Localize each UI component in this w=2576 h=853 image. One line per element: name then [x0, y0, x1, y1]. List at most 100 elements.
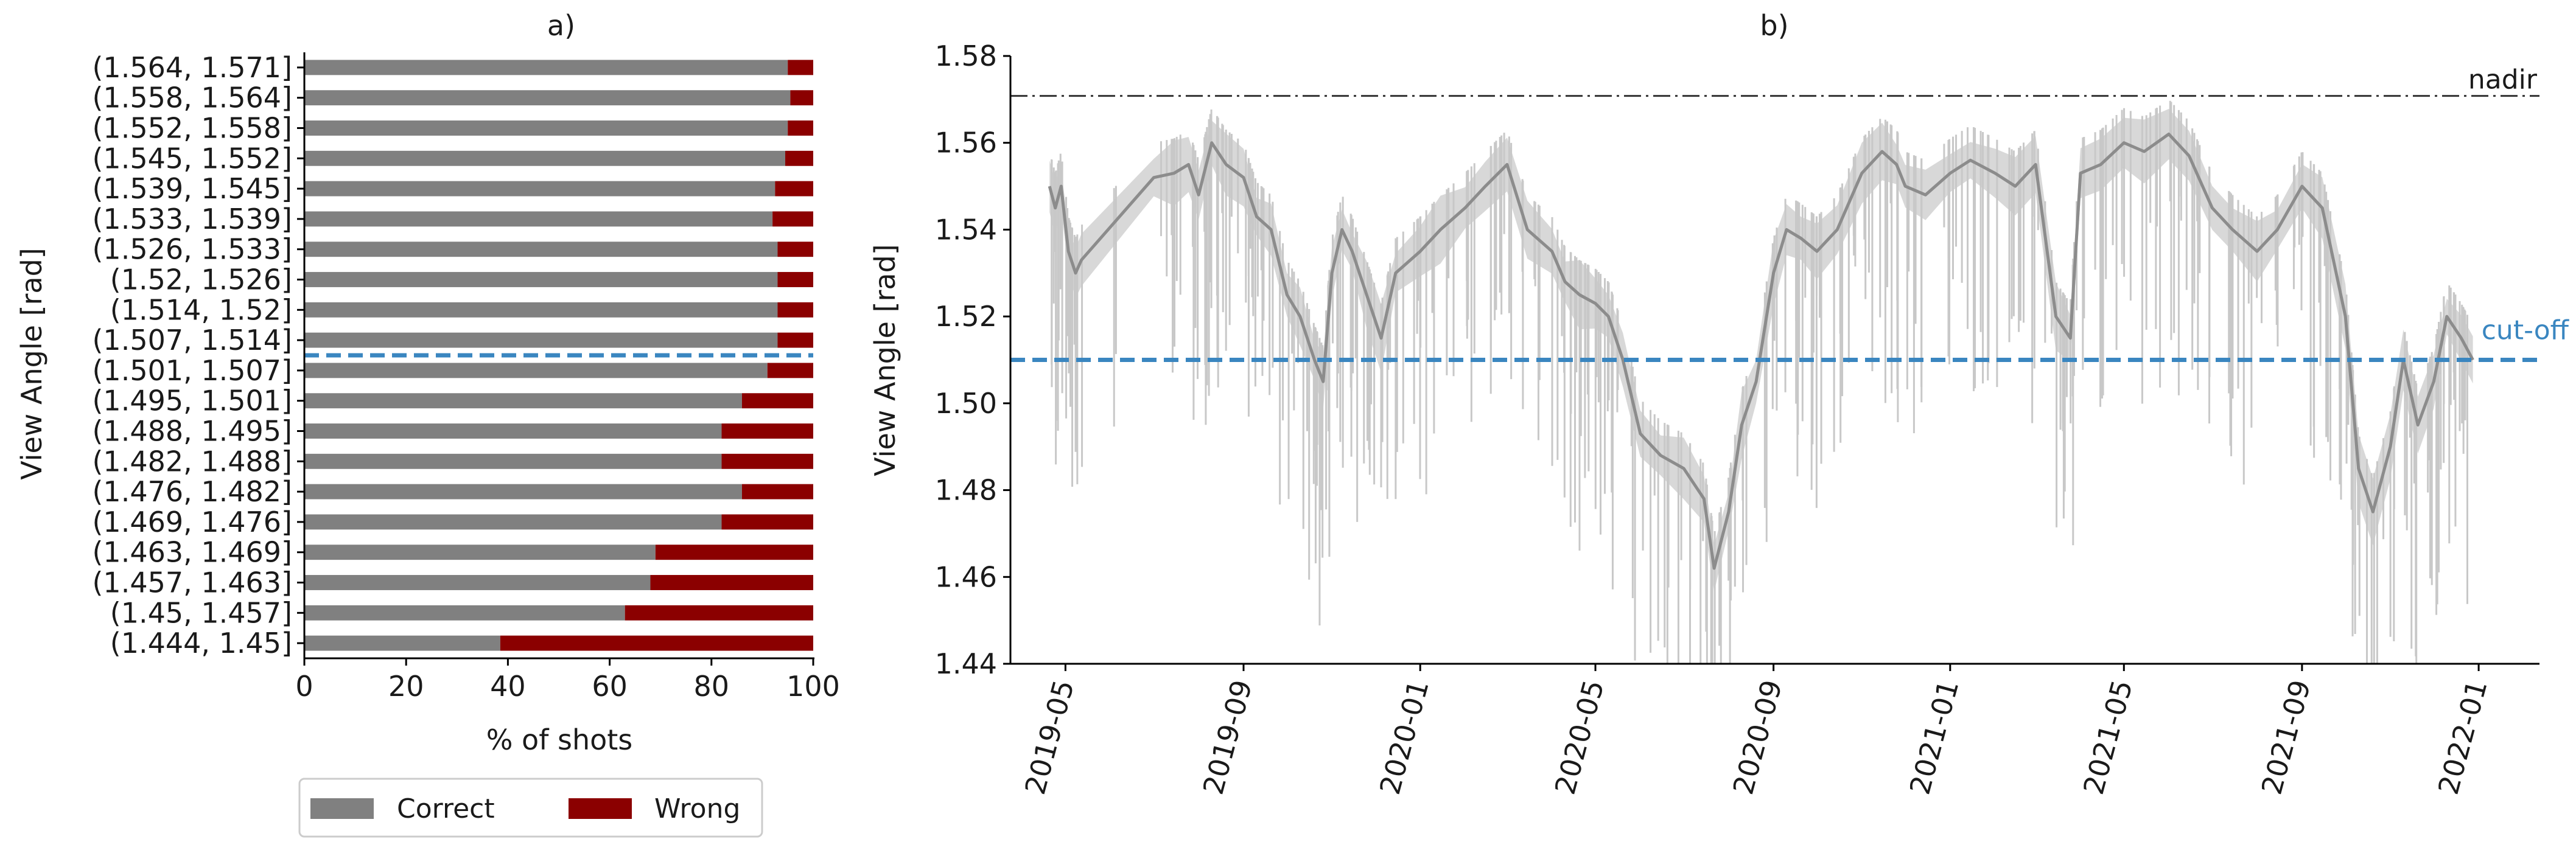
bar-wrong-3 — [785, 150, 813, 166]
bar-wrong-15 — [721, 514, 813, 530]
panel-b-x-ticks: 2019-05 2019-09 2020-01 2020-05 2020-09 2021-… — [1018, 664, 2494, 798]
bar-correct-15 — [304, 514, 722, 530]
category-label-15: (1.469, 1.476] — [92, 506, 292, 538]
bar-wrong-17 — [650, 575, 813, 590]
bar-wrong-5 — [772, 211, 813, 227]
bar-correct-3 — [304, 150, 786, 166]
y-tick-label-2: 1.48 — [935, 474, 997, 507]
panel-a-x-label: % of shots — [486, 723, 633, 756]
x-tick-label-7: 2021-09 — [2255, 677, 2317, 798]
bar-wrong-0 — [788, 60, 813, 75]
x-tick-label-0: 0 — [295, 670, 313, 703]
x-tick-label-3: 60 — [592, 670, 628, 703]
bar-correct-2 — [304, 120, 788, 136]
y-tick-label-3: 1.50 — [935, 387, 997, 420]
panel-a-y-label: View Angle [rad] — [15, 248, 48, 480]
x-tick-label-4: 80 — [694, 670, 730, 703]
panel-a: a) (1.564, 1.571](1.558, 1.564](1.552, 1… — [15, 9, 840, 838]
bar-wrong-6 — [777, 242, 813, 257]
bar-correct-1 — [304, 90, 791, 106]
bar-correct-14 — [304, 484, 742, 500]
category-label-5: (1.533, 1.539] — [92, 203, 292, 235]
x-tick-label-0: 2019-05 — [1018, 677, 1080, 798]
x-tick-label-4: 2020-09 — [1726, 677, 1788, 798]
bar-wrong-12 — [721, 423, 813, 439]
bar-correct-13 — [304, 453, 722, 469]
bar-correct-18 — [304, 605, 625, 621]
x-tick-label-2: 2020-01 — [1373, 677, 1435, 798]
x-tick-label-3: 2020-05 — [1549, 677, 1611, 798]
panel-a-bars — [304, 60, 813, 651]
category-label-16: (1.463, 1.469] — [92, 536, 292, 569]
bar-correct-19 — [304, 635, 500, 651]
y-tick-label-5: 1.54 — [935, 213, 997, 246]
bar-wrong-8 — [777, 302, 813, 318]
bar-correct-10 — [304, 363, 768, 378]
panel-b-title: b) — [1760, 9, 1788, 42]
y-tick-label-4: 1.52 — [935, 300, 997, 333]
category-label-4: (1.539, 1.545] — [92, 172, 292, 205]
category-label-1: (1.558, 1.564] — [92, 82, 292, 114]
bar-wrong-10 — [767, 363, 813, 378]
legend-frame — [298, 778, 763, 838]
bar-correct-4 — [304, 181, 775, 197]
x-tick-label-1: 2019-09 — [1197, 677, 1259, 798]
legend-label-correct: Correct — [397, 793, 495, 824]
bar-wrong-7 — [777, 272, 813, 287]
bar-wrong-19 — [500, 635, 813, 651]
bar-wrong-13 — [721, 453, 813, 469]
category-label-9: (1.507, 1.514] — [92, 324, 292, 357]
bar-correct-12 — [304, 423, 722, 439]
legend-swatch-wrong — [569, 798, 632, 819]
bar-correct-11 — [304, 393, 742, 409]
bar-wrong-16 — [655, 545, 813, 560]
x-tick-label-5: 100 — [786, 670, 840, 703]
category-label-7: (1.52, 1.526] — [110, 263, 292, 296]
bar-correct-16 — [304, 545, 656, 560]
category-label-10: (1.501, 1.507] — [92, 354, 292, 387]
x-tick-label-8: 2022-01 — [2432, 677, 2494, 798]
category-label-14: (1.476, 1.482] — [92, 475, 292, 508]
panel-a-title: a) — [547, 9, 575, 42]
category-label-8: (1.514, 1.52] — [110, 293, 292, 326]
bar-correct-7 — [304, 272, 778, 287]
category-label-13: (1.482, 1.488] — [92, 445, 292, 478]
category-label-12: (1.488, 1.495] — [92, 415, 292, 448]
panel-b-series — [1048, 132, 2474, 570]
panel-b-y-ticks: 1.44 1.46 1.48 1.50 1.52 1.54 1.56 1.58 — [935, 40, 1010, 680]
y-tick-label-1: 1.46 — [935, 560, 997, 593]
bar-correct-17 — [304, 575, 651, 590]
category-label-0: (1.564, 1.571] — [92, 51, 292, 84]
x-tick-label-2: 40 — [490, 670, 526, 703]
cutoff-label: cut-off — [2482, 315, 2570, 346]
nadir-label: nadir — [2468, 64, 2538, 96]
bar-correct-9 — [304, 332, 778, 348]
series-line — [1048, 132, 2474, 570]
category-label-11: (1.495, 1.501] — [92, 385, 292, 417]
y-tick-label-0: 1.44 — [935, 647, 997, 680]
category-label-19: (1.444, 1.45] — [110, 627, 292, 660]
bar-wrong-2 — [788, 120, 813, 136]
bar-correct-0 — [304, 60, 788, 75]
bar-wrong-4 — [775, 181, 813, 197]
category-label-17: (1.457, 1.463] — [92, 566, 292, 599]
bar-correct-5 — [304, 211, 773, 227]
bar-correct-8 — [304, 302, 778, 318]
x-tick-label-1: 20 — [388, 670, 424, 703]
x-tick-label-5: 2021-01 — [1903, 677, 1965, 798]
category-label-2: (1.552, 1.558] — [92, 112, 292, 145]
bar-correct-6 — [304, 242, 778, 257]
panel-b-y-label: View Angle [rad] — [869, 244, 901, 476]
y-tick-label-7: 1.58 — [935, 40, 997, 72]
legend: Correct Wrong — [298, 778, 763, 838]
panel-a-x-ticks: 0 20 40 60 80 100 — [295, 658, 840, 703]
category-label-6: (1.526, 1.533] — [92, 233, 292, 266]
panel-b: b) nadir cut-off 1.44 1.46 1.48 1.50 1.52 1.5… — [869, 9, 2570, 798]
legend-label-wrong: Wrong — [654, 793, 740, 824]
category-label-3: (1.545, 1.552] — [92, 142, 292, 175]
bar-wrong-11 — [741, 393, 813, 409]
bar-wrong-14 — [741, 484, 813, 500]
legend-swatch-correct — [310, 798, 374, 819]
category-label-18: (1.45, 1.457] — [110, 596, 292, 629]
